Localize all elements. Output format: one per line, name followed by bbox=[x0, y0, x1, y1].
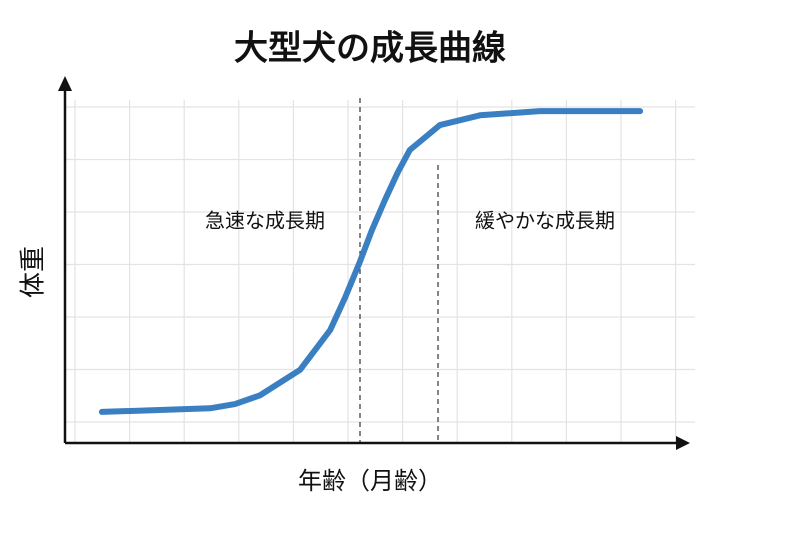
y-axis-arrow bbox=[58, 76, 72, 91]
grid bbox=[65, 100, 695, 443]
x-axis-label: 年齢（月齢） bbox=[298, 467, 442, 495]
growth-curve bbox=[98, 108, 644, 415]
annotation: 緩やかな成長期 bbox=[475, 209, 615, 233]
chart-title: 大型犬の成長曲線 bbox=[234, 29, 506, 69]
annotation: 急速な成長期 bbox=[205, 209, 325, 233]
x-axis-arrow bbox=[676, 436, 690, 450]
y-axis-label: 体重 bbox=[19, 246, 49, 298]
